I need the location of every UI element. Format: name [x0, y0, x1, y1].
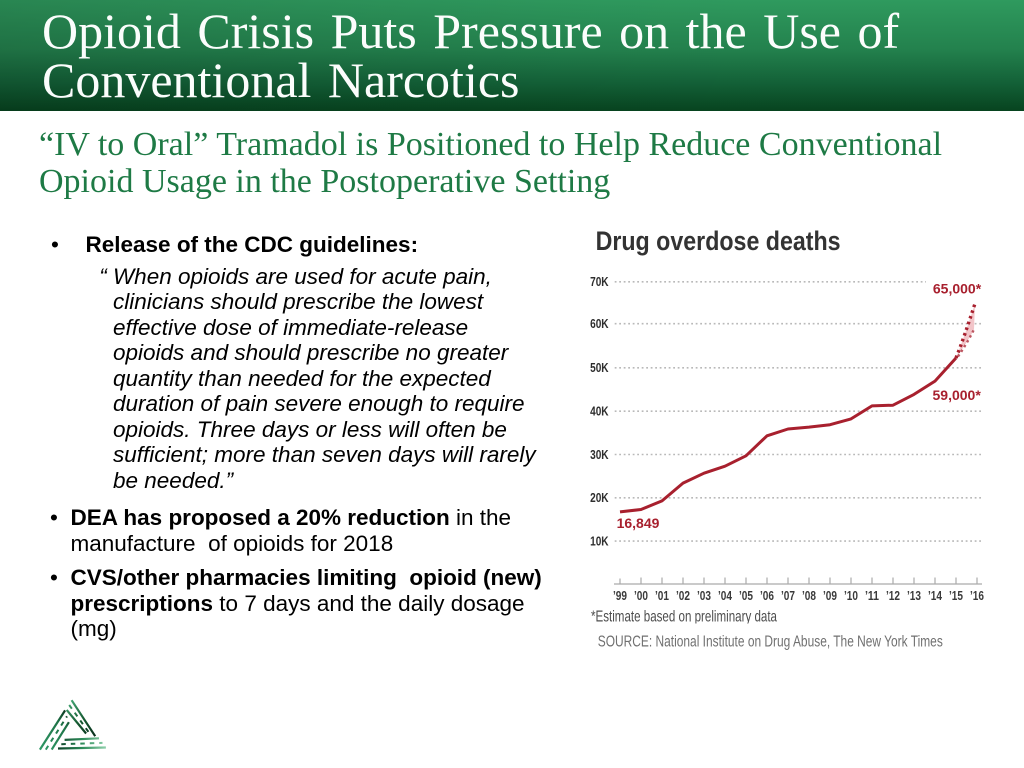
svg-text:’13: ’13	[907, 588, 921, 603]
svg-text:60K: 60K	[590, 317, 609, 331]
svg-text:’06: ’06	[760, 588, 774, 603]
svg-text:65,000*: 65,000*	[933, 280, 982, 296]
svg-text:’14: ’14	[928, 588, 943, 603]
svg-text:’07: ’07	[781, 588, 795, 603]
svg-text:70K: 70K	[590, 275, 609, 289]
svg-text:Drug overdose deaths: Drug overdose deaths	[596, 226, 841, 256]
svg-text:’04: ’04	[718, 588, 733, 603]
svg-text:SOURCE: National Institute on: SOURCE: National Institute on Drug Abuse…	[598, 633, 943, 650]
svg-text:50K: 50K	[590, 361, 609, 375]
svg-text:59,000*: 59,000*	[933, 387, 982, 403]
svg-text:’03: ’03	[697, 588, 711, 603]
svg-text:’10: ’10	[844, 588, 858, 603]
svg-text:*Estimate based on preliminary: *Estimate based on preliminary data	[591, 609, 777, 626]
svg-text:’15: ’15	[949, 588, 963, 603]
svg-text:20K: 20K	[590, 491, 609, 505]
svg-text:40K: 40K	[590, 405, 609, 419]
svg-text:16,849: 16,849	[617, 515, 660, 531]
svg-text:’11: ’11	[865, 588, 879, 603]
svg-text:’09: ’09	[823, 588, 837, 603]
svg-text:10K: 10K	[590, 535, 609, 549]
svg-text:30K: 30K	[590, 448, 609, 462]
svg-text:’16: ’16	[970, 588, 984, 603]
svg-text:’05: ’05	[739, 588, 753, 603]
svg-text:’99: ’99	[613, 588, 627, 603]
svg-text:’01: ’01	[655, 588, 669, 603]
svg-text:’12: ’12	[886, 588, 900, 603]
svg-text:’08: ’08	[802, 588, 816, 603]
svg-text:’02: ’02	[676, 588, 690, 603]
svg-text:’00: ’00	[634, 588, 648, 603]
